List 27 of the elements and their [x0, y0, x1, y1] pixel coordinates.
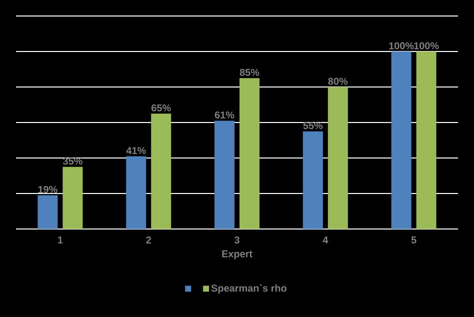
data-label: 80%: [328, 78, 348, 85]
bar: [62, 166, 83, 229]
data-label: 35%: [62, 158, 82, 165]
bar: [38, 195, 58, 229]
data-label: 100%: [414, 42, 439, 50]
bar: [391, 52, 412, 229]
data-label: 100%: [389, 42, 414, 50]
bar: [302, 131, 323, 229]
data-label: 55%: [303, 122, 323, 130]
bar: [416, 52, 436, 229]
bar: [328, 87, 348, 229]
data-label: 85%: [240, 68, 260, 76]
x-tick-label: 3: [234, 236, 240, 244]
data-label: 19%: [38, 186, 58, 194]
bar: [240, 78, 260, 229]
x-tick-label: 5: [411, 236, 416, 244]
data-label: 65%: [151, 104, 171, 112]
x-tick-label: 2: [146, 236, 151, 244]
legend-label: Spearman`s rho: [211, 284, 286, 294]
x-tick-label: 1: [58, 236, 63, 244]
bar: [126, 156, 146, 229]
data-label: 61%: [214, 111, 234, 119]
x-tick-label: 4: [322, 236, 328, 244]
bar: [151, 114, 172, 229]
data-label: 41%: [126, 147, 146, 154]
bar: [214, 120, 235, 229]
x-axis-title: Expert: [222, 250, 252, 260]
